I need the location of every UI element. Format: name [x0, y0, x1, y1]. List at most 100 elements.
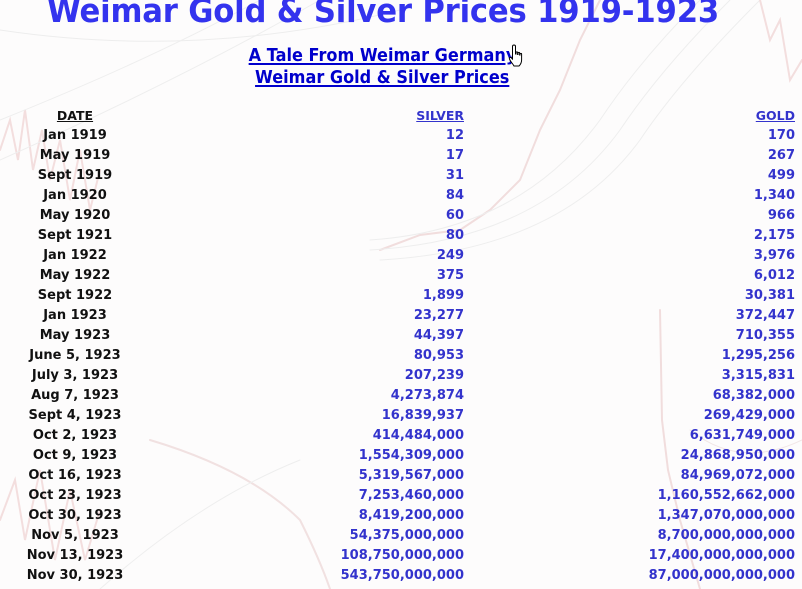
silver-price-cell: 249: [436, 248, 464, 263]
table-row: May 1922 375 6,012: [0, 266, 795, 286]
gold-price-cell: 267: [767, 148, 795, 163]
date-cell: May 1922: [39, 268, 111, 283]
table-row: Oct 9, 1923 1,554,309,000 24,868,950,000: [0, 446, 795, 466]
column-header-date: DATE: [56, 108, 94, 123]
gold-price-cell: 710,355: [735, 328, 795, 343]
date-cell: June 5, 1923: [29, 348, 121, 363]
gold-price-cell: 30,381: [744, 288, 795, 303]
date-cell: May 1923: [39, 328, 111, 343]
silver-price-cell: 414,484,000: [372, 428, 464, 443]
table-row: Sept 4, 1923 16,839,937 269,429,000: [0, 406, 795, 426]
gold-price-cell: 8,700,000,000,000: [657, 528, 795, 543]
date-cell: Nov 5, 1923: [31, 528, 119, 543]
gold-price-cell: 24,868,950,000: [680, 448, 795, 463]
silver-price-cell: 54,375,000,000: [349, 528, 464, 543]
silver-price-cell: 44,397: [413, 328, 464, 343]
table-row: Nov 13, 1923 108,750,000,000 17,400,000,00…: [0, 546, 795, 566]
date-cell: Oct 2, 1923: [32, 428, 118, 443]
date-cell: Jan 1923: [43, 308, 107, 323]
table-row: Sept 1922 1,899 30,381: [0, 286, 795, 306]
page-title: Weimar Gold & Silver Prices 1919-1923: [46, 0, 720, 30]
date-cell: Jan 1922: [43, 248, 107, 263]
gold-price-cell: 1,295,256: [721, 348, 795, 363]
silver-price-cell: 7,253,460,000: [358, 488, 464, 503]
gold-price-cell: 6,631,749,000: [689, 428, 795, 443]
silver-price-cell: 16,839,937: [381, 408, 464, 423]
silver-price-cell: 84: [445, 188, 464, 203]
column-header-silver[interactable]: SILVER: [416, 108, 464, 123]
silver-price-cell: 17: [445, 148, 464, 163]
table-row: May 1923 44,397 710,355: [0, 326, 795, 346]
date-cell: Sept 1922: [37, 288, 113, 303]
header-links: A Tale From Weimar Germany Weimar Gold &…: [0, 45, 764, 89]
date-cell: Oct 30, 1923: [28, 508, 122, 523]
table-row: Sept 1919 31 499: [0, 166, 795, 186]
gold-price-cell: 269,429,000: [703, 408, 795, 423]
table-row: Nov 5, 1923 54,375,000,000 8,700,000,000,0…: [0, 526, 795, 546]
gold-price-cell: 170: [767, 128, 795, 143]
gold-price-cell: 3,315,831: [721, 368, 795, 383]
table-row: Jan 1920 84 1,340: [0, 186, 795, 206]
gold-price-cell: 499: [767, 168, 795, 183]
gold-price-cell: 87,000,000,000,000: [648, 568, 795, 583]
table-row: Sept 1921 80 2,175: [0, 226, 795, 246]
silver-price-cell: 1,899: [422, 288, 464, 303]
hand-pointer-cursor-icon: [508, 44, 523, 67]
silver-price-cell: 5,319,567,000: [358, 468, 464, 483]
table-row: May 1920 60 966: [0, 206, 795, 226]
silver-price-cell: 8,419,200,000: [358, 508, 464, 523]
date-cell: Oct 16, 1923: [28, 468, 122, 483]
gold-price-cell: 2,175: [753, 228, 795, 243]
date-cell: Sept 1921: [37, 228, 113, 243]
date-cell: Nov 13, 1923: [26, 548, 124, 563]
gold-price-cell: 68,382,000: [712, 388, 795, 403]
gold-price-cell: 1,340: [753, 188, 795, 203]
silver-price-cell: 1,554,309,000: [358, 448, 464, 463]
gold-price-cell: 966: [767, 208, 795, 223]
silver-price-cell: 23,277: [413, 308, 464, 323]
silver-price-cell: 207,239: [404, 368, 464, 383]
table-row: Nov 30, 1923 543,750,000,000 87,000,000,00…: [0, 566, 795, 586]
gold-price-cell: 6,012: [753, 268, 795, 283]
gold-price-cell: 3,976: [753, 248, 795, 263]
table-row: Oct 23, 1923 7,253,460,000 1,160,552,662,0…: [0, 486, 795, 506]
silver-price-cell: 4,273,874: [390, 388, 464, 403]
table-row: Jan 1922 249 3,976: [0, 246, 795, 266]
gold-price-cell: 1,347,070,000,000: [657, 508, 795, 523]
column-header-gold[interactable]: GOLD: [755, 108, 795, 123]
prices-table: DATE SILVER GOLD Jan 1919 12 170 May 1919 17…: [0, 106, 795, 586]
table-row: June 5, 1923 80,953 1,295,256: [0, 346, 795, 366]
prices-table-body: Jan 1919 12 170 May 1919 17 267 Sept 1919 31 499…: [0, 126, 795, 586]
table-header-row: DATE SILVER GOLD: [0, 106, 795, 126]
silver-price-cell: 80: [445, 228, 464, 243]
silver-price-cell: 543,750,000,000: [340, 568, 464, 583]
table-row: May 1919 17 267: [0, 146, 795, 166]
date-cell: Oct 9, 1923: [32, 448, 118, 463]
date-cell: Nov 30, 1923: [26, 568, 124, 583]
link-tale-from-weimar-germany[interactable]: A Tale From Weimar Germany: [248, 46, 516, 66]
date-cell: Jan 1919: [43, 128, 107, 143]
silver-price-cell: 108,750,000,000: [340, 548, 464, 563]
table-row: Jan 1919 12 170: [0, 126, 795, 146]
date-cell: Jan 1920: [43, 188, 107, 203]
date-cell: Sept 1919: [37, 168, 113, 183]
date-cell: Aug 7, 1923: [31, 388, 119, 403]
gold-price-cell: 17,400,000,000,000: [648, 548, 795, 563]
table-row: Jan 1923 23,277 372,447: [0, 306, 795, 326]
date-cell: July 3, 1923: [31, 368, 119, 383]
table-row: Oct 16, 1923 5,319,567,000 84,969,072,000: [0, 466, 795, 486]
gold-price-cell: 372,447: [735, 308, 795, 323]
silver-price-cell: 60: [445, 208, 464, 223]
silver-price-cell: 31: [445, 168, 464, 183]
table-row: July 3, 1923 207,239 3,315,831: [0, 366, 795, 386]
date-cell: May 1920: [39, 208, 111, 223]
silver-price-cell: 375: [436, 268, 464, 283]
gold-price-cell: 1,160,552,662,000: [657, 488, 795, 503]
gold-price-cell: 84,969,072,000: [680, 468, 795, 483]
date-cell: Sept 4, 1923: [28, 408, 122, 423]
date-cell: Oct 23, 1923: [28, 488, 122, 503]
table-row: Oct 30, 1923 8,419,200,000 1,347,070,000,0…: [0, 506, 795, 526]
table-row: Aug 7, 1923 4,273,874 68,382,000: [0, 386, 795, 406]
link-weimar-gold-silver-prices[interactable]: Weimar Gold & Silver Prices: [254, 68, 510, 88]
table-row: Oct 2, 1923 414,484,000 6,631,749,000: [0, 426, 795, 446]
